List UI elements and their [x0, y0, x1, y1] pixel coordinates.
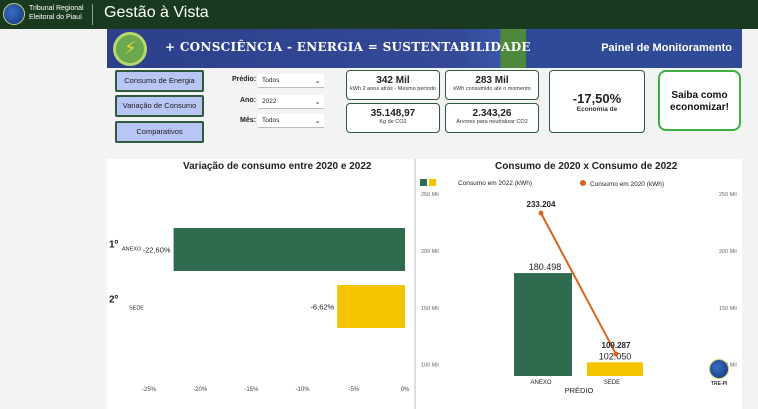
kpi-kwh-2-anos: 342 Mil kWh 2 anos atrás - Mesmo período [346, 70, 440, 100]
nav-comparativos-button[interactable]: Comparativos [115, 121, 204, 143]
kpi-kwh-2-anos-value: 342 Mil [376, 75, 410, 86]
top-bar: Tribunal Regional Eleitoral do Piauí Ges… [0, 0, 758, 29]
mes-select-value: Todos [262, 117, 280, 124]
kpi-economia-caption: Economia de [576, 106, 618, 113]
report-canvas: + CONSCIÊNCIA - ENERGIA = SUSTENTABILIDA… [0, 29, 758, 409]
kpi-economia: -17,50% Economia de [549, 70, 645, 133]
nav-consumo-energia-button[interactable]: Consumo de Energia [115, 70, 204, 92]
tre-pi-logo-icon [709, 359, 729, 379]
nav-variacao-consumo-button[interactable]: Variação de Consumo [115, 95, 204, 117]
kpi-co2: 35.148,97 Kg de CO2 [346, 103, 440, 133]
banner: + CONSCIÊNCIA - ENERGIA = SUSTENTABILIDA… [107, 29, 742, 68]
ano-filter-label: Ano: [240, 97, 256, 104]
kpi-kwh-atual: 283 Mil kWh consumido até o momento [445, 70, 539, 100]
predio-filter-label: Prédio: [232, 76, 257, 83]
kpi-co2-value: 35.148,97 [370, 108, 416, 119]
kpi-arvores: 2.343,26 Árvores para neutralizar CO2 [445, 103, 539, 133]
org-name: Tribunal Regional Eleitoral do Piauí [29, 4, 84, 22]
tre-logo-icon [3, 3, 25, 25]
consumo-chart-title: Consumo de 2020 x Consumo de 2022 [495, 161, 678, 172]
banner-slogan: + CONSCIÊNCIA - ENERGIA = SUSTENTABILIDA… [165, 40, 531, 54]
predio-select[interactable]: Todos ⌄ [258, 74, 324, 88]
mes-filter-label: Mês: [240, 117, 256, 124]
chevron-down-icon: ⌄ [314, 97, 321, 106]
tre-pi-label: TRE-PI [711, 381, 728, 387]
variacao-chart-title: Variação de consumo entre 2020 e 2022 [183, 161, 372, 172]
saiba-como-economizar-button[interactable]: Saiba como economizar! [658, 70, 741, 131]
chevron-down-icon: ⌄ [314, 76, 321, 85]
ano-select[interactable]: 2022 ⌄ [258, 95, 324, 109]
org-name-line2: Eleitoral do Piauí [29, 14, 82, 21]
kpi-kwh-atual-value: 283 Mil [475, 75, 509, 86]
panel-divider [414, 159, 416, 409]
energy-bolt-icon [113, 32, 147, 66]
header-divider [92, 4, 93, 25]
mes-select[interactable]: Todos ⌄ [258, 114, 324, 128]
kpi-kwh-2-anos-caption: kWh 2 anos atrás - Mesmo período [350, 86, 436, 92]
kpi-arvores-caption: Árvores para neutralizar CO2 [456, 119, 528, 125]
chevron-down-icon: ⌄ [314, 116, 321, 125]
variacao-chart-panel [107, 159, 414, 409]
ano-select-value: 2022 [262, 98, 277, 105]
app-title: Gestão à Vista [104, 4, 209, 21]
org-name-line1: Tribunal Regional [29, 5, 84, 12]
kpi-arvores-value: 2.343,26 [472, 108, 512, 119]
kpi-economia-value: -17,50% [572, 91, 622, 106]
kpi-co2-caption: Kg de CO2 [379, 119, 407, 125]
kpi-kwh-atual-caption: kWh consumido até o momento [453, 86, 531, 92]
panel-label: Painel de Monitoramento [601, 42, 732, 54]
predio-select-value: Todos [262, 77, 280, 84]
consumo-chart-panel [416, 159, 742, 409]
